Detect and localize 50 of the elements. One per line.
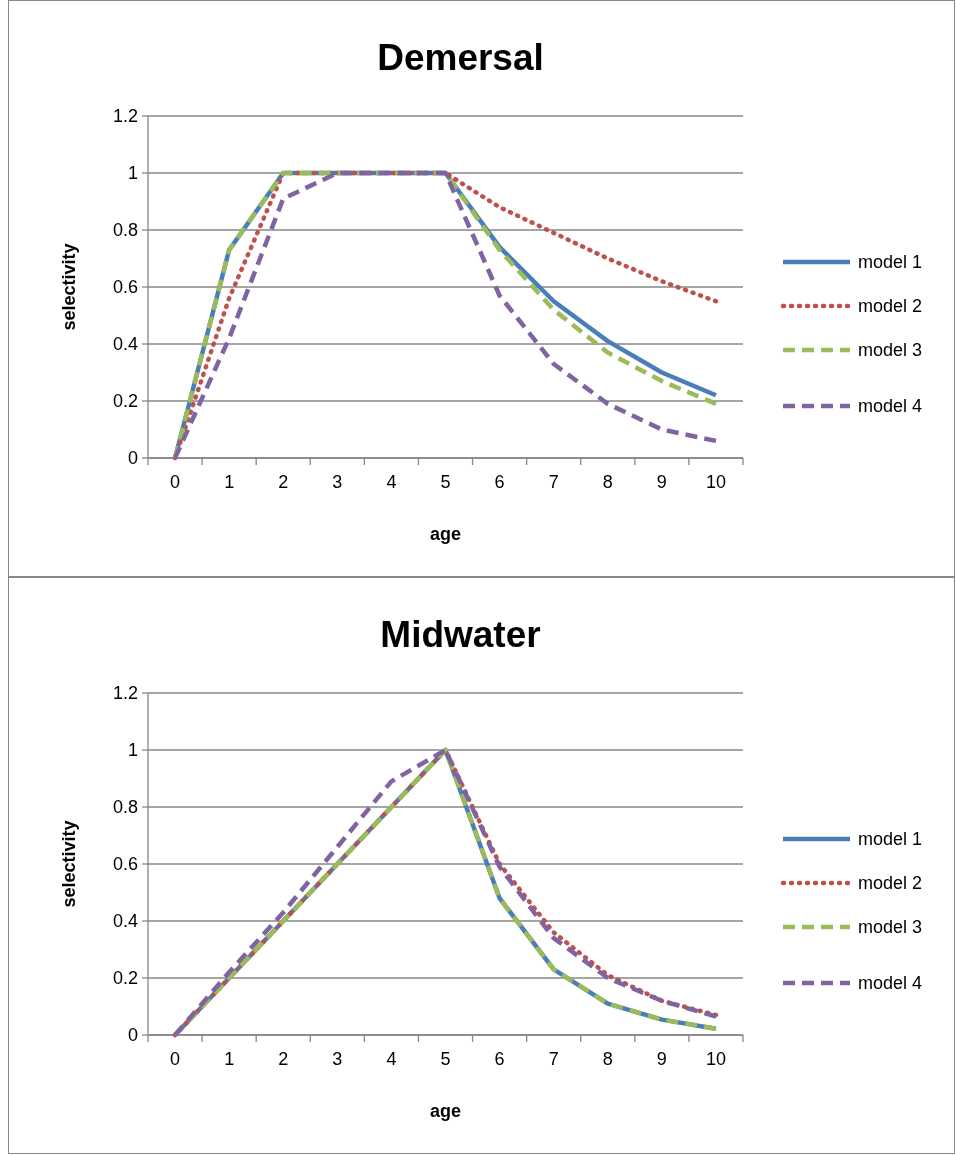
x-tick-label: 2 — [278, 1049, 289, 1069]
x-axis-title: age — [429, 524, 462, 544]
x-tick-label: 6 — [494, 1049, 505, 1069]
y-axis-title: selectivity — [59, 820, 79, 908]
y-tick-label: 0.2 — [112, 968, 138, 989]
y-tick-label: 1.2 — [112, 683, 138, 704]
legend-label: model 1 — [858, 252, 923, 273]
legend-label: model 3 — [858, 917, 923, 938]
chart-title: Midwater — [380, 614, 541, 655]
x-tick-label: 5 — [440, 1049, 451, 1069]
x-tick-label: 8 — [602, 472, 613, 492]
y-tick-label: 1 — [127, 163, 138, 184]
x-axis-title: age — [429, 1101, 462, 1121]
legend-label: model 2 — [858, 296, 923, 317]
x-tick-label: 4 — [386, 472, 397, 492]
y-tick-label: 1.2 — [112, 106, 138, 127]
x-tick-label: 0 — [170, 472, 181, 492]
y-tick-label: 0.8 — [112, 220, 138, 241]
chart-title: Demersal — [377, 37, 544, 78]
x-tick-label: 7 — [548, 1049, 559, 1069]
legend-label: model 3 — [858, 340, 923, 361]
y-tick-label: 0.6 — [112, 277, 138, 298]
legend-label: model 1 — [858, 829, 923, 850]
y-tick-label: 0 — [127, 448, 138, 469]
y-tick-label: 0 — [127, 1025, 138, 1046]
x-tick-label: 8 — [602, 1049, 613, 1069]
x-tick-label: 7 — [548, 472, 559, 492]
x-tick-label: 3 — [332, 472, 343, 492]
y-tick-label: 1 — [127, 740, 138, 761]
y-tick-label: 0.6 — [112, 854, 138, 875]
y-tick-label: 0.4 — [112, 334, 138, 355]
x-tick-label: 0 — [170, 1049, 181, 1069]
x-tick-label: 6 — [494, 472, 505, 492]
x-tick-label: 9 — [656, 472, 667, 492]
y-axis-title: selectivity — [59, 243, 79, 331]
x-tick-label: 1 — [224, 472, 235, 492]
y-tick-label: 0.4 — [112, 911, 138, 932]
x-tick-label: 3 — [332, 1049, 343, 1069]
legend-label: model 2 — [858, 873, 923, 894]
x-tick-label: 10 — [705, 472, 726, 492]
y-tick-label: 0.8 — [112, 797, 138, 818]
x-tick-label: 9 — [656, 1049, 667, 1069]
y-tick-label: 0.2 — [112, 391, 138, 412]
legend-label: model 4 — [858, 973, 923, 994]
x-tick-label: 10 — [705, 1049, 726, 1069]
x-tick-label: 5 — [440, 472, 451, 492]
legend-label: model 4 — [858, 396, 923, 417]
x-tick-label: 4 — [386, 1049, 397, 1069]
x-tick-label: 2 — [278, 472, 289, 492]
x-tick-label: 1 — [224, 1049, 235, 1069]
